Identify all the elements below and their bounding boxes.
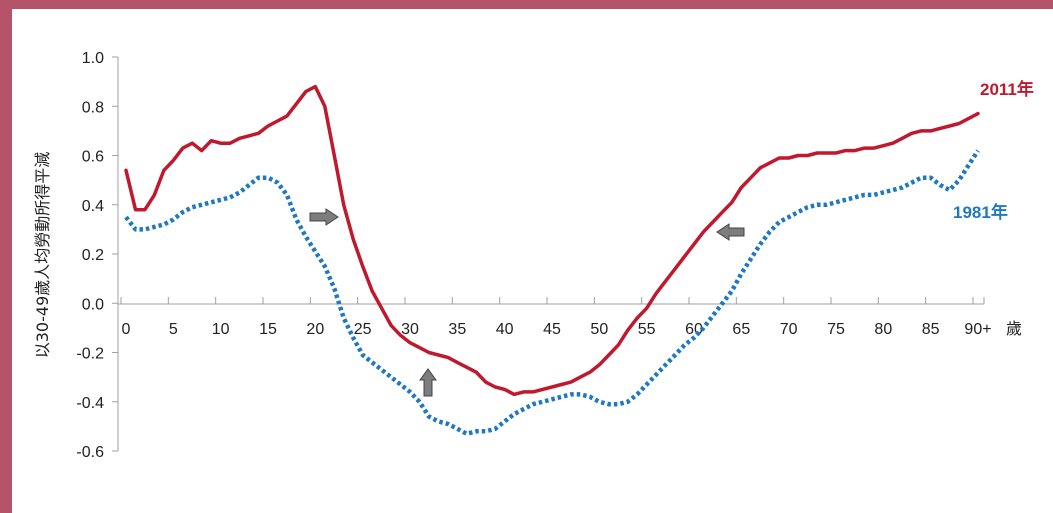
- x-tick-label: 75: [827, 321, 845, 338]
- x-tick-label: 55: [638, 321, 656, 338]
- arrow-right-icon: [309, 208, 339, 226]
- y-tick-label: -0.6: [76, 444, 104, 461]
- x-tick-label: 15: [259, 321, 277, 338]
- x-tick-label: 70: [780, 321, 798, 338]
- x-tick-label: 65: [732, 321, 750, 338]
- x-tick-label: 60: [685, 321, 703, 338]
- annotation-arrows: [309, 208, 745, 397]
- x-tick-label: 35: [448, 321, 466, 338]
- x-tick-label: 45: [543, 321, 561, 338]
- series-line-1: [124, 149, 980, 437]
- x-tick-label: 85: [922, 321, 940, 338]
- x-tick-group: 0 5 10 15 20 25 30 35 40 45 50 55 60 65 70 75 80 85 90+: [120, 297, 992, 338]
- x-tick-label: 5: [169, 321, 178, 338]
- series-group: [124, 84, 980, 437]
- x-tick-label: 50: [590, 321, 608, 338]
- x-tick-label: 30: [401, 321, 419, 338]
- y-tick-label: 0.4: [82, 198, 104, 215]
- y-tick-label: 0.6: [82, 149, 104, 166]
- y-tick-label: 0.2: [82, 247, 104, 264]
- x-tick-label: 80: [874, 321, 892, 338]
- x-tick-label: 25: [354, 321, 372, 338]
- x-tick-label: 40: [496, 321, 514, 338]
- y-tick-label: 1.0: [82, 50, 104, 67]
- y-tick-label: 0.8: [82, 99, 104, 116]
- arrow-up-icon: [419, 368, 437, 397]
- series-label: 2011年: [980, 79, 1034, 99]
- legend-group: 2011年 1981年: [953, 79, 1034, 222]
- axes: [117, 57, 984, 451]
- x-tick-label: 10: [212, 321, 230, 338]
- y-tick-label: -0.2: [76, 346, 104, 363]
- y-tick-group: 1.0 0.8 0.6 0.4 0.2 0.0 -0.2 -0.4 -0.6: [76, 50, 118, 461]
- arrow-left-icon: [716, 223, 745, 241]
- x-tick-label: 20: [306, 321, 324, 338]
- y-tick-label: 0.0: [82, 296, 104, 313]
- series-label: 1981年: [953, 202, 1008, 222]
- series-line-0: [124, 84, 980, 397]
- x-tick-label: 90+: [964, 321, 991, 338]
- x-axis-unit-label: 歲: [1006, 320, 1022, 338]
- y-tick-label: -0.4: [76, 395, 104, 412]
- y-axis-label: 以30-49歲人均勞動所得平減: [33, 152, 52, 359]
- x-tick-label: 0: [122, 321, 131, 338]
